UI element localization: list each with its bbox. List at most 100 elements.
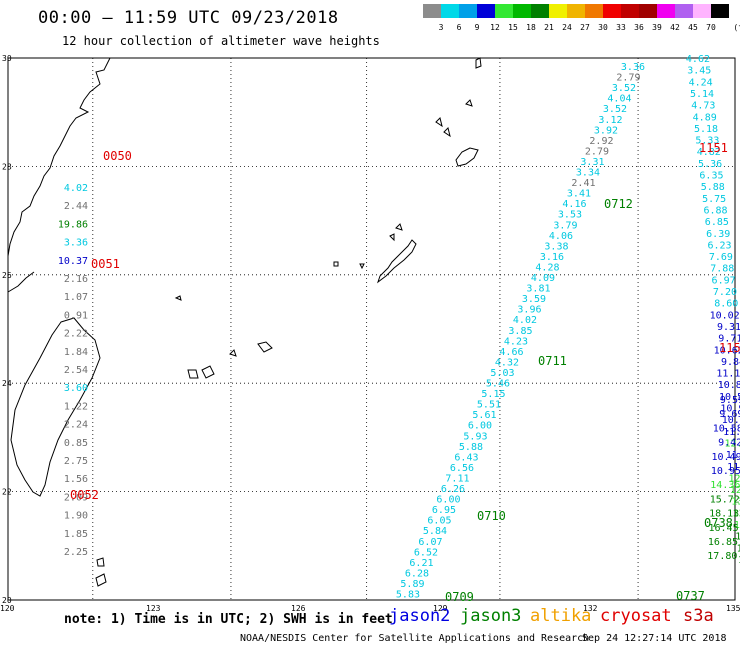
track-value: 10.47 bbox=[722, 415, 740, 426]
scale-label: 9 bbox=[474, 23, 480, 32]
track-value: 3.41 bbox=[567, 189, 591, 200]
track-value: 6.21 bbox=[409, 558, 433, 569]
track-value: 5.61 bbox=[472, 410, 496, 421]
satellite-label: altika bbox=[530, 606, 592, 626]
lon-label: 123 bbox=[146, 604, 161, 613]
coastline bbox=[443, 127, 451, 138]
satellite-label: cryosat bbox=[600, 606, 672, 626]
track-value: 4.32 bbox=[495, 357, 519, 368]
track-value: 10.87 bbox=[718, 380, 740, 391]
satellite-label: s3a bbox=[683, 606, 714, 626]
lat-label: 24 bbox=[2, 379, 12, 388]
scale-swatch bbox=[567, 4, 585, 18]
track-value: 6.23 bbox=[708, 240, 732, 251]
pass-time-label: 0052 bbox=[70, 488, 99, 502]
pass-time-label: 0737 bbox=[676, 589, 705, 603]
track-value: 3.16 bbox=[540, 252, 564, 263]
pass-time-label: 0738 bbox=[704, 516, 733, 530]
track-value: 6.52 bbox=[414, 547, 438, 558]
coastline bbox=[229, 349, 237, 357]
footer-credit: NOAA/NESDIS Center for Satellite Applica… bbox=[240, 633, 590, 644]
track-value: 4.62 bbox=[686, 54, 710, 65]
track-value: 6.95 bbox=[432, 505, 456, 516]
track-value: 17.79 bbox=[735, 532, 740, 543]
scale-label: 21 bbox=[544, 23, 554, 32]
track-value: 3.45 bbox=[687, 66, 711, 77]
track-value: 4.24 bbox=[689, 77, 713, 88]
track-value: 5.51 bbox=[477, 400, 501, 411]
track-value: 7.11 bbox=[445, 473, 469, 484]
scale-swatch bbox=[693, 4, 711, 18]
track-value: 6.85 bbox=[705, 217, 729, 228]
track-value: 4.23 bbox=[504, 336, 528, 347]
scale-swatch bbox=[711, 4, 729, 18]
track-value: 4.16 bbox=[562, 199, 586, 210]
scale-swatch bbox=[585, 4, 603, 18]
coastline bbox=[377, 239, 417, 284]
track-value: 3.34 bbox=[576, 168, 600, 179]
track-value: 4.09 bbox=[531, 273, 555, 284]
coastline bbox=[475, 57, 482, 69]
track-value: 6.35 bbox=[699, 171, 723, 182]
track-value: 6.39 bbox=[706, 229, 730, 240]
track-value: 3.38 bbox=[544, 241, 568, 252]
map-title: 00:00 — 11:59 UTC 09/23/2018 bbox=[38, 8, 339, 28]
track-value: 0.85 bbox=[64, 438, 88, 449]
track-value: 10.02 bbox=[710, 310, 740, 321]
track-value: 5.93 bbox=[463, 431, 487, 442]
track-value: 11.56 bbox=[723, 427, 740, 438]
scale-swatch bbox=[531, 4, 549, 18]
track-value: 4.28 bbox=[535, 262, 559, 273]
scale-label: 30 bbox=[598, 23, 608, 32]
scale-swatch bbox=[675, 4, 693, 18]
track-value: 6.00 bbox=[436, 495, 460, 506]
scale-label: 45 bbox=[688, 23, 698, 32]
track-value: 19.86 bbox=[58, 219, 88, 230]
scale-unit: (ft) bbox=[733, 23, 740, 32]
track-value: 3.85 bbox=[508, 326, 532, 337]
scale-label: 24 bbox=[562, 23, 572, 32]
scale-label: 12 bbox=[490, 23, 500, 32]
lon-label: 126 bbox=[291, 604, 306, 613]
track-value: 3.52 bbox=[603, 104, 627, 115]
track-value: 10.59 bbox=[719, 392, 740, 403]
track-value: 9.42 bbox=[718, 438, 740, 449]
track-value: 12.49 bbox=[730, 485, 740, 496]
track-value: 9.31 bbox=[717, 322, 740, 333]
track-value: 15.08 bbox=[737, 543, 740, 554]
scale-label: 18 bbox=[526, 23, 536, 32]
track-value: 11.40 bbox=[726, 450, 740, 461]
track-value: 6.26 bbox=[441, 484, 465, 495]
track-value: 5.88 bbox=[459, 442, 483, 453]
track-value: 12.81 bbox=[728, 473, 740, 484]
scale-swatch bbox=[495, 4, 513, 18]
track-value: 10.49 bbox=[711, 452, 740, 463]
track-value: 2.44 bbox=[64, 201, 88, 212]
track-value: 2.54 bbox=[64, 365, 88, 376]
track-value: 4.82 bbox=[697, 147, 721, 158]
track-value: 5.15 bbox=[481, 389, 505, 400]
track-value: 4.04 bbox=[607, 94, 631, 105]
lon-label: 132 bbox=[583, 604, 598, 613]
track-value: 3.52 bbox=[612, 83, 636, 94]
track-value: 1.22 bbox=[64, 401, 88, 412]
track-value: 1.84 bbox=[64, 347, 88, 358]
track-value: 7.88 bbox=[710, 264, 734, 275]
coastline bbox=[174, 295, 182, 301]
track-value: 4.06 bbox=[549, 231, 573, 242]
track-value: 11.17 bbox=[716, 369, 740, 380]
track-value: 15.13 bbox=[738, 555, 740, 566]
track-value: 10.37 bbox=[58, 256, 88, 267]
track-value: 14.95 bbox=[734, 520, 740, 531]
scale-label: 3 bbox=[438, 23, 444, 32]
lat-label: 28 bbox=[2, 162, 12, 171]
altimeter-tracks: 4.02 2.44 19.86 3.36 10.37 2.16 1.07 0.91 2.22 1.… bbox=[58, 54, 740, 601]
scale-label: 33 bbox=[616, 23, 626, 32]
track-value: 6.56 bbox=[450, 463, 474, 474]
track-value: 3.60 bbox=[64, 383, 88, 394]
track-value: 9.59 bbox=[720, 395, 740, 406]
track-value: 6.43 bbox=[454, 452, 478, 463]
pass-time-label: 0710 bbox=[477, 509, 506, 523]
